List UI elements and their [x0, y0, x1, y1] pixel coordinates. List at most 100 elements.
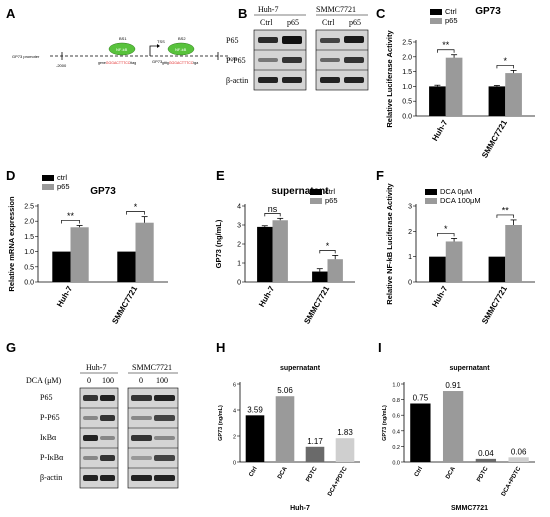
bar-p65 [135, 222, 154, 282]
bar-p65 [70, 227, 89, 282]
data-label: 0.04 [478, 449, 494, 458]
y-tick-label: 1.5 [24, 234, 34, 241]
significance-bracket [437, 233, 455, 237]
y-tick-label: 0 [233, 461, 236, 467]
site1-sequence: geneGGGACTTTCCttag [98, 61, 136, 65]
y-tick-label: 2 [237, 242, 241, 249]
y-tick-label: 4 [237, 204, 241, 211]
significance-label: * [326, 241, 330, 251]
blot-row-label: IκBα [40, 433, 57, 442]
chart-title: GP73 [475, 6, 501, 17]
site2-seq-prefix: gtttg [162, 61, 169, 65]
site2-name: BS2 [178, 36, 186, 41]
blot-row-label: P-P65 [226, 56, 246, 65]
lane-label: p65 [287, 18, 299, 27]
y-tick-label: 1.0 [24, 249, 34, 256]
site1-seq-core: GGGACTTTCC [106, 61, 131, 65]
x-tick-label: Huh-7 [430, 284, 449, 309]
data-label: 0.75 [413, 394, 429, 403]
significance-label: ** [502, 205, 510, 215]
y-axis-label: GP73 (ng/mL) [382, 405, 388, 441]
y-tick-label: 2.5 [24, 204, 34, 211]
site2-seq-suffix: tga [193, 61, 198, 65]
x-tick-label: Huh-7 [55, 284, 74, 309]
blot-image-b [253, 29, 369, 91]
panel-letter: I [378, 340, 382, 355]
y-tick-label: 0 [408, 280, 412, 287]
site1-seq-suffix: ttag [130, 61, 136, 65]
data-label: 5.06 [277, 386, 293, 395]
significance-label: * [444, 224, 448, 234]
y-tick-label: 0.5 [402, 99, 412, 106]
x-tick-label: DCA+PDTC [501, 465, 523, 497]
bar-ctrl [245, 415, 265, 462]
x-tick-label: Ctrl [414, 466, 425, 478]
significance-bracket [496, 65, 514, 69]
panel-letter: F [376, 168, 384, 183]
x-axis-label: Huh-7 [290, 505, 310, 512]
bar-ctrl [488, 86, 506, 116]
y-tick-label: 1.0 [392, 383, 400, 389]
bar-dca-pdtc [335, 438, 355, 462]
y-tick-label: 0.6 [392, 414, 400, 420]
bar-pdtc [305, 446, 325, 462]
panel-g: G DCA (μM) Huh-7 SMMC7721 0 100 0 100 P6… [6, 340, 179, 489]
cell-line-huh7: Huh-7 [258, 5, 278, 14]
bar-dca [442, 391, 464, 462]
y-tick-label: 0.4 [392, 429, 400, 435]
y-tick-label: 0.0 [24, 280, 34, 287]
promoter-label: GP73 promoter [12, 54, 40, 59]
y-tick-label: 2.0 [24, 219, 34, 226]
y-tick-label: 1.0 [402, 84, 412, 91]
significance-label: * [503, 56, 507, 66]
bar-p65 [272, 220, 288, 282]
y-axis-label: Relative Luciferase Activity [385, 30, 394, 128]
legend-label: Ctrl [445, 7, 457, 16]
chart-f: F 0 1 2 3 Relative NF-kB Luciferase Activity *… [376, 168, 535, 326]
y-tick-label: 2 [408, 229, 412, 236]
chart-title: GP73 [90, 186, 116, 197]
nfkb-protein-1 [108, 42, 136, 56]
gp73-gene-label: GP73 [152, 59, 163, 64]
x-axis-label: SMMC7721 [451, 505, 488, 512]
panel-b: B Huh-7 SMMC7721 Ctrl p65 Ctrl p65 P65 P… [226, 5, 369, 91]
site1-name: BS1 [119, 36, 127, 41]
cell-line-huh7: Huh-7 [86, 363, 106, 372]
y-tick-label: 2.5 [402, 40, 412, 47]
y-tick-label: 0.5 [24, 264, 34, 271]
bar-pdtc [475, 458, 497, 462]
nfkb-protein-2 [167, 42, 195, 56]
legend-swatch [430, 9, 442, 15]
data-label: 0.06 [511, 447, 527, 456]
panel-a: A GP73 promoter -2000 +1000 BS1 NF-kB ge… [6, 6, 238, 68]
significance-bracket [61, 220, 80, 224]
dca-label: DCA (μM) [26, 376, 62, 385]
x-tick-label: DCA+PDTC [327, 465, 349, 497]
bar-dca-0-m [429, 256, 446, 282]
significance-label: * [134, 202, 138, 212]
site2-seq-core: GGGACTTTCC [169, 61, 194, 65]
y-tick-label: 0.0 [402, 114, 412, 121]
y-tick-label: 4 [233, 409, 236, 415]
lane-label: 0 [87, 376, 91, 385]
x-tick-label: SMMC7721 [302, 284, 331, 326]
legend-label: DCA 100μM [440, 196, 481, 205]
y-axis-label: Relative mRNA expression [7, 196, 16, 292]
bar-dca-pdtc [508, 457, 529, 462]
legend-swatch [310, 189, 322, 195]
tss-arrowhead [157, 44, 160, 48]
end-position-label: +1000 [226, 56, 238, 61]
legend-label: DCA 0μM [440, 187, 472, 196]
y-tick-label: 1 [237, 261, 241, 268]
panel-letter: E [216, 168, 225, 183]
significance-label: ns [268, 204, 278, 214]
legend-swatch [425, 189, 437, 195]
y-tick-label: 1.5 [402, 69, 412, 76]
bar-ctrl [257, 226, 273, 282]
lane-label: Ctrl [260, 18, 273, 27]
cell-line-smmc7721: SMMC7721 [132, 363, 172, 372]
x-tick-label: Huh-7 [430, 118, 449, 143]
